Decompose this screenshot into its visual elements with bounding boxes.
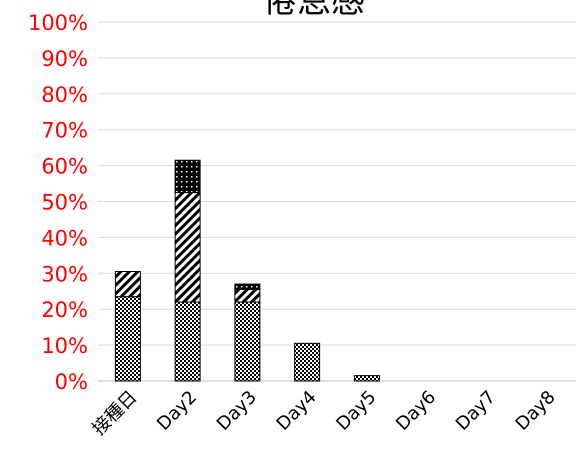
y-tick-label: 50% — [41, 191, 88, 215]
x-tick-label: Day3 — [213, 387, 261, 435]
bar-segment — [174, 301, 201, 382]
x-tick-label: Day6 — [392, 387, 440, 435]
bar-segment — [294, 342, 321, 382]
bar-segment — [114, 271, 141, 298]
y-axis-tick-labels: 0% 10% 20% 30% 40% 50% 60% 70% 80% 90% 100% — [28, 11, 88, 394]
y-tick-label: 0% — [55, 370, 88, 394]
bar-segment — [234, 288, 261, 303]
y-tick-label: 60% — [41, 155, 88, 179]
x-tick-label: Day7 — [452, 387, 500, 435]
chart-title: 倦怠感 — [263, 0, 365, 21]
x-tick-label: 接種日 — [88, 387, 141, 440]
x-tick-label: Day2 — [153, 387, 201, 435]
y-tick-label: 100% — [28, 11, 88, 35]
x-tick-label: Day8 — [512, 387, 560, 435]
bar-segment — [174, 192, 201, 303]
y-tick-label: 90% — [41, 47, 88, 71]
y-tick-label: 40% — [41, 226, 88, 250]
x-tick-label: Day5 — [332, 387, 380, 435]
bar-segment — [234, 283, 261, 290]
y-tick-label: 80% — [41, 83, 88, 107]
x-tick-label: Day4 — [273, 387, 321, 435]
y-tick-label: 70% — [41, 119, 88, 143]
bar-segment — [174, 159, 201, 194]
y-tick-label: 20% — [41, 298, 88, 322]
bar-segment — [234, 301, 261, 382]
gridlines — [98, 21, 576, 382]
y-tick-label: 10% — [41, 334, 88, 358]
bar-segment — [114, 296, 141, 382]
y-tick-label: 30% — [41, 262, 88, 286]
x-axis-tick-labels: 接種日 Day2 Day3 Day4 Day5 Day6 Day7 Day8 — [88, 387, 559, 440]
bars — [114, 159, 380, 382]
bar-segment — [353, 375, 380, 382]
